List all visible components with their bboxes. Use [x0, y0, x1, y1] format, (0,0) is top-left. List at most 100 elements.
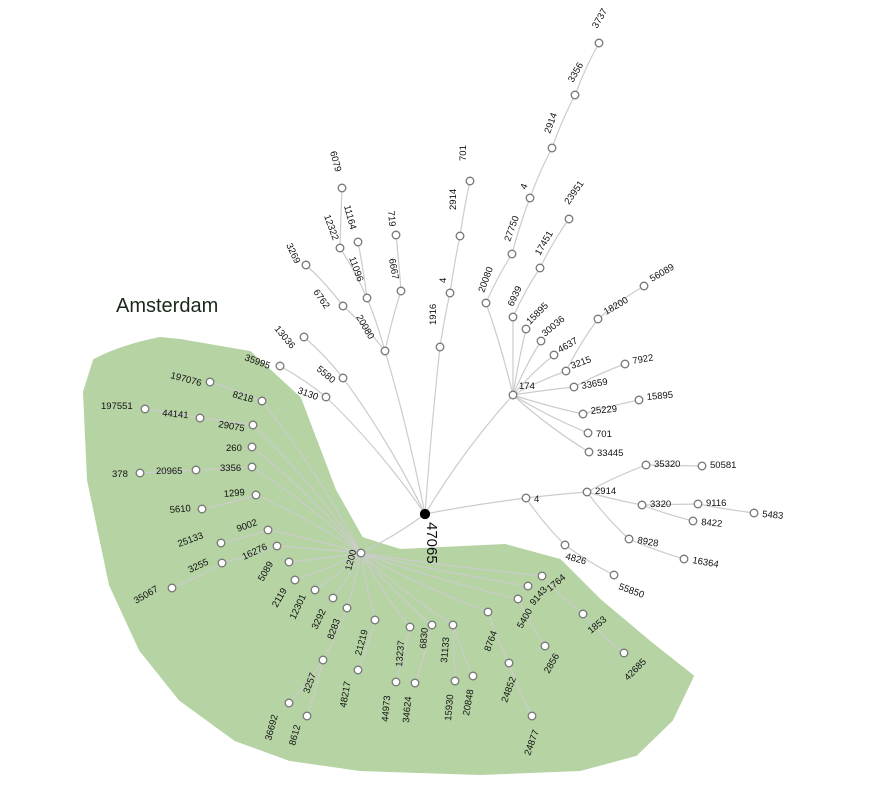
node-circle[interactable] [619, 648, 629, 658]
tree-node[interactable]: 8928 [624, 534, 659, 550]
tree-node[interactable]: 378 [112, 468, 145, 480]
node-circle[interactable] [435, 342, 445, 352]
tree-node[interactable]: 20965 [156, 465, 201, 477]
node-circle[interactable] [290, 575, 300, 585]
node-circle[interactable] [391, 677, 401, 687]
node-circle[interactable] [167, 583, 177, 593]
tree-node[interactable]: 44141 [162, 408, 205, 423]
node-circle[interactable] [445, 288, 455, 298]
node-circle[interactable] [634, 395, 644, 405]
node-circle[interactable] [140, 404, 150, 414]
tree-node[interactable]: 3320 [637, 499, 671, 510]
node-circle[interactable] [353, 237, 363, 247]
tree-node[interactable]: 1200 [343, 548, 366, 572]
tree-node[interactable]: 5580 [314, 364, 348, 386]
node-circle[interactable] [540, 641, 550, 651]
node-circle[interactable] [205, 377, 215, 387]
tree-node[interactable]: 719 [385, 210, 401, 240]
node-circle[interactable] [569, 382, 579, 392]
tree-node[interactable]: 15895 [634, 390, 674, 405]
node-circle[interactable] [570, 90, 580, 100]
node-circle[interactable] [338, 301, 348, 311]
node-circle[interactable] [639, 281, 649, 291]
tree-node[interactable]: 55850 [609, 570, 646, 601]
node-circle[interactable] [370, 615, 380, 625]
node-circle[interactable] [578, 409, 588, 419]
tree-node[interactable]: 6667 [386, 258, 406, 296]
node-circle[interactable] [564, 214, 574, 224]
node-circle[interactable] [749, 508, 759, 518]
node-circle[interactable] [578, 609, 588, 619]
tree-node[interactable]: 6079 [327, 150, 347, 193]
node-circle[interactable] [455, 231, 465, 241]
tree-node[interactable]: 56089 [639, 262, 676, 291]
node-circle[interactable] [216, 538, 226, 548]
node-circle[interactable] [521, 324, 531, 334]
node-circle[interactable] [275, 361, 285, 371]
node-circle[interactable] [284, 698, 294, 708]
node-circle[interactable] [448, 620, 458, 630]
tree-node[interactable]: 7922 [620, 352, 654, 369]
node-circle[interactable] [247, 442, 257, 452]
tree-node[interactable]: 34624 [401, 678, 420, 723]
tree-node[interactable]: 3356 [566, 61, 586, 100]
tree-node[interactable]: 3269 [283, 242, 311, 270]
tree-node[interactable]: 8612 [287, 711, 312, 747]
node-circle[interactable] [641, 460, 651, 470]
tree-node[interactable]: 3356 [220, 462, 257, 474]
node-circle[interactable] [594, 38, 604, 48]
node-circle[interactable] [328, 593, 338, 603]
tree-node[interactable]: 35320 [641, 459, 680, 470]
node-circle[interactable] [481, 298, 491, 308]
node-circle[interactable] [335, 243, 345, 253]
node-circle[interactable] [338, 373, 348, 383]
node-circle[interactable] [620, 359, 630, 369]
node-circle[interactable] [391, 230, 401, 240]
tree-node[interactable]: 2914 [448, 189, 465, 241]
node-circle[interactable] [356, 548, 366, 558]
node-circle[interactable] [561, 366, 571, 376]
tree-node[interactable]: 4637 [549, 336, 580, 360]
tree-node[interactable]: 3215 [561, 354, 593, 376]
node-circle[interactable] [465, 176, 475, 186]
tree-node[interactable]: 17451 [533, 229, 556, 273]
node-circle[interactable] [396, 286, 406, 296]
node-circle[interactable] [525, 193, 535, 203]
tree-node[interactable]: 8422 [688, 516, 723, 530]
tree-node[interactable]: 50581 [697, 460, 736, 471]
node-circle[interactable] [688, 516, 698, 526]
node-circle[interactable] [410, 678, 420, 688]
tree-node[interactable]: 18200 [593, 295, 630, 324]
tree-node[interactable]: 44973 [380, 677, 401, 722]
tree-node[interactable]: 4 [438, 278, 455, 298]
tree-node[interactable]: 701 [583, 428, 612, 440]
node-circle[interactable] [582, 487, 592, 497]
node-circle[interactable] [536, 336, 546, 346]
node-circle[interactable] [251, 490, 261, 500]
tree-node[interactable]: 30036 [536, 314, 567, 346]
node-circle[interactable] [513, 594, 523, 604]
root-node[interactable]: 47065 [419, 508, 441, 564]
tree-node[interactable]: 31133 [439, 620, 458, 663]
node-circle[interactable] [362, 293, 372, 303]
node-circle[interactable] [427, 620, 437, 630]
node-circle[interactable] [191, 465, 201, 475]
node-circle[interactable] [263, 525, 273, 535]
tree-node[interactable]: 16364 [679, 554, 719, 571]
node-circle[interactable] [521, 493, 531, 503]
node-circle[interactable] [693, 499, 703, 509]
tree-node[interactable]: 20080 [476, 265, 496, 308]
node-circle[interactable] [523, 581, 533, 591]
node-circle[interactable] [507, 249, 517, 259]
tree-node[interactable]: 197551 [101, 401, 150, 414]
tree-node[interactable]: 11164 [341, 204, 363, 247]
node-circle[interactable] [637, 500, 647, 510]
node-circle[interactable] [135, 468, 145, 478]
node-circle[interactable] [405, 622, 415, 632]
node-circle[interactable] [468, 671, 478, 681]
tree-node[interactable]: 20848 [461, 671, 478, 717]
node-circle[interactable] [537, 571, 547, 581]
node-circle[interactable] [301, 260, 311, 270]
tree-node[interactable]: 5610 [169, 503, 207, 516]
tree-node[interactable]: 174 [508, 381, 535, 400]
